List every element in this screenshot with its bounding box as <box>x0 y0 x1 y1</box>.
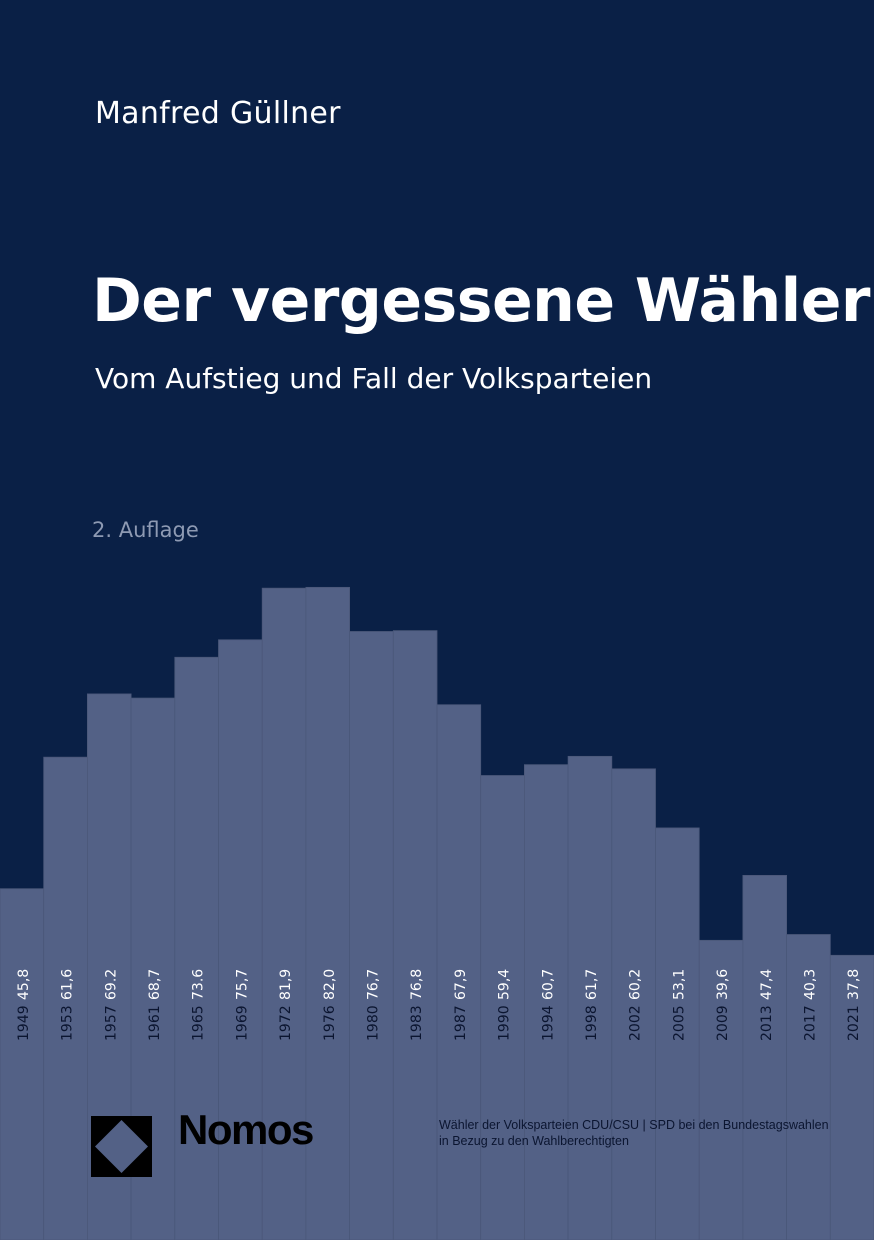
year-label: 1972 <box>278 1005 294 1041</box>
value-label: 59,4 <box>497 969 513 1000</box>
year-label: 1998 <box>584 1005 600 1041</box>
book-subtitle: Vom Aufstieg und Fall der Volksparteien <box>95 362 653 395</box>
value-label: 69.2 <box>103 969 119 1000</box>
value-label: 76,8 <box>409 969 425 1000</box>
year-label: 1949 <box>16 1005 32 1041</box>
year-label: 1983 <box>409 1005 425 1041</box>
bar-2013 <box>742 874 788 1240</box>
bar-2009 <box>698 939 744 1240</box>
year-label: 2002 <box>628 1005 644 1041</box>
bar-2005 <box>655 827 700 1240</box>
year-label: 1957 <box>103 1005 119 1041</box>
publisher-name: Nomos <box>178 1106 314 1153</box>
bar-1965 <box>174 656 219 1240</box>
value-label: 61,6 <box>60 969 76 1000</box>
value-label: 37,8 <box>846 969 862 1000</box>
value-label: 53,1 <box>671 969 687 1000</box>
author-name: Manfred Güllner <box>95 96 341 131</box>
bar-1976 <box>305 586 350 1240</box>
year-label: 1980 <box>365 1005 381 1041</box>
year-label: 2017 <box>802 1005 818 1041</box>
caption-line-2: in Bezug zu den Wahlberechtigten <box>439 1134 629 1148</box>
bar-1983 <box>392 630 438 1240</box>
year-label: 1987 <box>453 1005 469 1041</box>
value-label: 76,7 <box>365 969 381 1000</box>
caption-line-1: Wähler der Volksparteien CDU/CSU | SPD b… <box>439 1118 829 1132</box>
value-label: 61,7 <box>584 969 600 1000</box>
year-label: 1976 <box>322 1005 338 1041</box>
bar-1994 <box>524 764 569 1240</box>
year-label: 1990 <box>497 1005 513 1041</box>
bar-1972 <box>261 587 307 1240</box>
bar-1969 <box>218 639 263 1240</box>
value-label: 68,7 <box>147 969 163 1000</box>
value-label: 60,2 <box>628 969 644 1000</box>
value-label: 73.6 <box>191 969 207 1000</box>
value-label: 39,6 <box>715 969 731 1000</box>
year-label: 1969 <box>234 1005 250 1041</box>
value-label: 60,7 <box>540 969 556 1000</box>
value-label: 82,0 <box>322 969 338 1000</box>
bar-1953 <box>43 756 88 1240</box>
year-label: 1961 <box>147 1005 163 1041</box>
year-label: 1965 <box>191 1005 207 1041</box>
edition-label: 2. Auflage <box>92 518 199 542</box>
value-label: 81,9 <box>278 969 294 1000</box>
value-label: 45,8 <box>16 969 32 1000</box>
bar-1998 <box>567 755 613 1240</box>
bar-2021 <box>829 954 874 1240</box>
value-label: 40,3 <box>802 969 818 1000</box>
book-title: Der vergessene Wähler <box>92 266 871 336</box>
bar-1980 <box>349 631 394 1240</box>
bar-1990 <box>480 775 525 1240</box>
chart-caption: Wähler der Volksparteien CDU/CSU | SPD b… <box>439 1117 829 1149</box>
year-label: 2021 <box>846 1005 862 1041</box>
value-label: 47,4 <box>759 969 775 1000</box>
value-label: 75,7 <box>234 969 250 1000</box>
year-label: 1953 <box>60 1005 76 1041</box>
bar-2002 <box>611 768 656 1240</box>
bar-1949 <box>0 888 45 1240</box>
year-label: 2005 <box>671 1005 687 1041</box>
bar-2017 <box>786 934 831 1240</box>
year-label: 2009 <box>715 1005 731 1041</box>
bar-1987 <box>436 704 482 1240</box>
nomos-logo-icon <box>91 1116 152 1177</box>
value-label: 67,9 <box>453 969 469 1000</box>
year-label: 2013 <box>759 1005 775 1041</box>
year-label: 1994 <box>540 1005 556 1041</box>
